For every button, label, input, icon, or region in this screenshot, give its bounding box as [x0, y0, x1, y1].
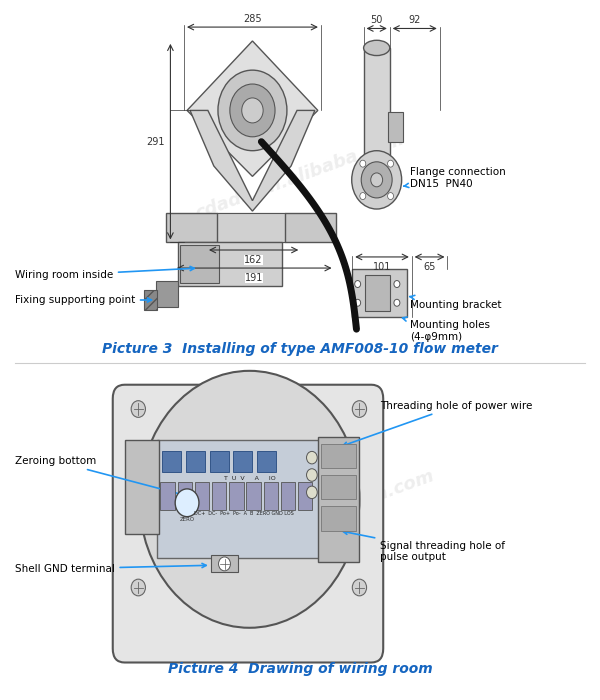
Text: Mounting bracket: Mounting bracket	[410, 295, 502, 310]
FancyBboxPatch shape	[162, 451, 181, 472]
FancyBboxPatch shape	[364, 48, 390, 162]
Text: Flange connection
DN15  PN40: Flange connection DN15 PN40	[404, 167, 506, 188]
Circle shape	[355, 300, 361, 307]
FancyBboxPatch shape	[160, 482, 175, 510]
FancyBboxPatch shape	[264, 482, 278, 510]
Circle shape	[218, 557, 230, 570]
FancyBboxPatch shape	[298, 482, 313, 510]
FancyBboxPatch shape	[318, 437, 359, 562]
Circle shape	[307, 486, 317, 498]
Circle shape	[388, 160, 394, 167]
FancyBboxPatch shape	[166, 214, 217, 242]
Circle shape	[131, 400, 145, 417]
FancyBboxPatch shape	[178, 242, 282, 286]
Text: 65: 65	[424, 262, 436, 272]
Circle shape	[131, 579, 145, 596]
FancyBboxPatch shape	[321, 475, 356, 499]
FancyBboxPatch shape	[352, 270, 407, 316]
FancyBboxPatch shape	[233, 451, 253, 472]
Text: 285: 285	[243, 14, 262, 24]
FancyBboxPatch shape	[195, 482, 209, 510]
FancyBboxPatch shape	[125, 440, 159, 534]
FancyBboxPatch shape	[180, 245, 218, 284]
Text: Picture 4  Drawing of wiring room: Picture 4 Drawing of wiring room	[167, 662, 433, 676]
FancyBboxPatch shape	[178, 482, 192, 510]
Text: 50: 50	[370, 15, 383, 25]
Text: 162: 162	[244, 255, 263, 265]
FancyBboxPatch shape	[144, 290, 157, 310]
Circle shape	[175, 489, 199, 517]
Circle shape	[230, 84, 275, 136]
Circle shape	[307, 469, 317, 482]
Circle shape	[307, 452, 317, 464]
Circle shape	[371, 173, 383, 187]
Circle shape	[352, 150, 401, 209]
Circle shape	[355, 281, 361, 288]
Text: cdads.en.alibaba.com: cdads.en.alibaba.com	[193, 130, 407, 223]
FancyBboxPatch shape	[257, 451, 276, 472]
Text: Picture 3  Installing of type AMF008-10 flow meter: Picture 3 Installing of type AMF008-10 f…	[102, 342, 498, 356]
Circle shape	[218, 70, 287, 150]
FancyBboxPatch shape	[186, 451, 205, 472]
FancyBboxPatch shape	[321, 444, 356, 468]
FancyBboxPatch shape	[388, 113, 403, 141]
Text: 291: 291	[146, 136, 164, 147]
FancyBboxPatch shape	[212, 482, 226, 510]
Circle shape	[394, 281, 400, 288]
Text: ZERO: ZERO	[179, 517, 194, 522]
FancyBboxPatch shape	[155, 281, 178, 307]
Text: Threading hole of power wire: Threading hole of power wire	[343, 400, 533, 446]
FancyBboxPatch shape	[247, 482, 261, 510]
Text: 191: 191	[245, 273, 263, 283]
FancyBboxPatch shape	[285, 214, 335, 242]
Circle shape	[360, 160, 366, 167]
Text: Fixing supporting point: Fixing supporting point	[14, 295, 152, 305]
FancyBboxPatch shape	[365, 275, 391, 311]
Circle shape	[352, 579, 367, 596]
FancyBboxPatch shape	[281, 482, 295, 510]
Circle shape	[352, 400, 367, 417]
Text: 101: 101	[373, 262, 391, 272]
Circle shape	[139, 371, 359, 628]
Circle shape	[388, 193, 394, 200]
FancyBboxPatch shape	[157, 440, 321, 559]
Text: Mounting holes
(4-φ9mm): Mounting holes (4-φ9mm)	[403, 317, 490, 342]
Text: DC+  DC-  Po+  Po-  A  B  ZERO GND LOS: DC+ DC- Po+ Po- A B ZERO GND LOS	[194, 511, 293, 516]
Polygon shape	[187, 41, 318, 176]
FancyBboxPatch shape	[321, 506, 356, 531]
FancyBboxPatch shape	[229, 482, 244, 510]
Text: Signal threading hole of
pulse output: Signal threading hole of pulse output	[343, 530, 505, 562]
Polygon shape	[190, 111, 315, 211]
Circle shape	[394, 300, 400, 307]
Text: 92: 92	[409, 15, 421, 25]
Circle shape	[361, 162, 392, 198]
Text: Shell GND terminal: Shell GND terminal	[14, 564, 206, 574]
FancyBboxPatch shape	[113, 385, 383, 662]
Ellipse shape	[364, 41, 390, 55]
Circle shape	[242, 98, 263, 123]
Text: T  U  V     A     IO: T U V A IO	[224, 476, 275, 481]
Text: Wiring room inside: Wiring room inside	[14, 267, 194, 280]
FancyBboxPatch shape	[211, 555, 238, 572]
Text: Zeroing bottom: Zeroing bottom	[14, 456, 182, 496]
Circle shape	[360, 193, 366, 200]
FancyBboxPatch shape	[209, 451, 229, 472]
Text: http://cdads.en.alibaba.com: http://cdads.en.alibaba.com	[163, 466, 437, 581]
